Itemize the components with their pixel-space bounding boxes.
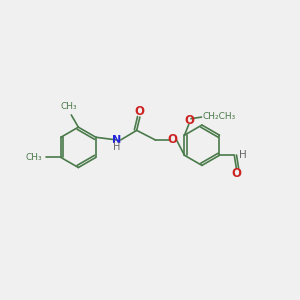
Text: CH₂CH₃: CH₂CH₃: [202, 112, 236, 121]
Text: H: H: [239, 150, 247, 160]
Text: CH₃: CH₃: [61, 102, 77, 111]
Text: O: O: [231, 167, 242, 180]
Text: O: O: [135, 105, 145, 118]
Text: N: N: [112, 135, 121, 145]
Text: H: H: [113, 142, 120, 152]
Text: O: O: [168, 134, 178, 146]
Text: CH₃: CH₃: [26, 153, 43, 162]
Text: O: O: [185, 114, 195, 127]
